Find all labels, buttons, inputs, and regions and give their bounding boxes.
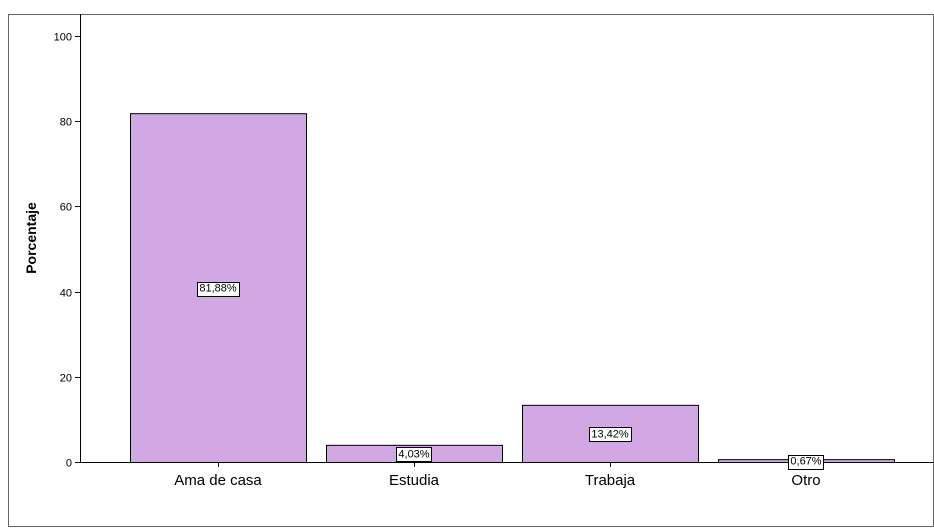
data-label: 0,67% xyxy=(790,456,821,468)
y-tick-label: 40 xyxy=(60,288,72,300)
x-tick-label: Ama de casa xyxy=(174,472,262,489)
data-label-box xyxy=(788,455,824,470)
data-labels-group: 81,88% 4,03% 13,42% 0,67% xyxy=(197,282,824,470)
data-label-box xyxy=(589,427,632,442)
y-tick-label: 60 xyxy=(60,202,72,214)
data-label-box xyxy=(396,447,432,462)
y-axis-label: Porcentaje xyxy=(23,202,39,274)
data-label: 13,42% xyxy=(591,428,629,440)
data-label-box xyxy=(197,282,240,297)
x-tick-label: Estudia xyxy=(389,472,440,489)
x-tick-label: Trabaja xyxy=(585,472,636,489)
x-tick-label: Otro xyxy=(791,472,820,489)
data-label: 4,03% xyxy=(398,448,429,460)
y-tick-label: 100 xyxy=(54,32,72,44)
y-tick-label: 20 xyxy=(60,373,72,385)
data-label: 81,88% xyxy=(199,283,237,295)
y-tick-label: 0 xyxy=(66,458,72,470)
y-tick-label: 80 xyxy=(60,117,72,129)
